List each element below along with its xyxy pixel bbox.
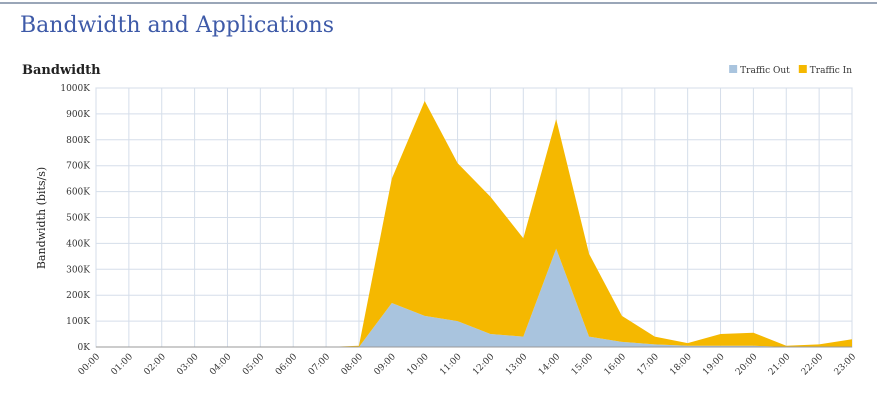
x-tick-label: 12:00 (471, 352, 497, 378)
y-tick-label: 800K (66, 136, 90, 146)
x-tick-label: 01:00 (110, 352, 136, 378)
x-tick-label: 23:00 (833, 352, 859, 378)
y-tick-label: 900K (66, 110, 90, 120)
y-axis-title: Bandwidth (bits/s) (35, 167, 48, 269)
x-tick-label: 07:00 (307, 352, 333, 378)
x-tick-label: 00:00 (77, 352, 103, 378)
x-tick-label: 05:00 (241, 352, 267, 378)
x-tick-label: 18:00 (668, 352, 694, 378)
y-tick-label: 100K (66, 317, 90, 327)
x-tick-label: 11:00 (438, 352, 464, 378)
x-tick-label: 16:00 (603, 352, 629, 378)
x-tick-label: 15:00 (570, 352, 596, 378)
x-tick-label: 02:00 (142, 352, 168, 378)
area (96, 100, 852, 347)
x-tick-label: 03:00 (175, 352, 201, 378)
legend-label: Traffic In (810, 66, 852, 76)
legend-label: Traffic Out (740, 66, 790, 76)
chart-title: Bandwidth (22, 63, 101, 78)
y-tick-label: 200K (66, 291, 90, 301)
x-tick-label: 22:00 (800, 352, 826, 378)
x-tick-label: 06:00 (274, 352, 300, 378)
y-tick-label: 1000K (60, 84, 90, 94)
x-tick-label: 19:00 (701, 352, 727, 378)
x-tick-label: 10:00 (405, 352, 431, 378)
x-tick-label: 21:00 (767, 352, 793, 378)
legend-swatch (729, 65, 738, 73)
y-tick-label: 500K (66, 214, 90, 224)
x-tick-label: 14:00 (537, 352, 563, 378)
y-tick-label: 700K (66, 162, 90, 172)
y-tick-label: 600K (66, 188, 90, 198)
x-tick-label: 13:00 (504, 352, 530, 378)
x-tick-label: 08:00 (340, 352, 366, 378)
y-tick-label: 300K (66, 265, 90, 275)
y-tick-label: 400K (66, 239, 90, 249)
x-tick-label: 09:00 (373, 352, 399, 378)
x-tick-label: 20:00 (734, 352, 760, 378)
legend-swatch (798, 65, 807, 73)
x-tick-label: 17:00 (635, 352, 661, 378)
page-title: Bandwidth and Applications (20, 13, 334, 38)
x-tick-label: 04:00 (208, 352, 234, 378)
y-tick-label: 0K (78, 343, 91, 353)
